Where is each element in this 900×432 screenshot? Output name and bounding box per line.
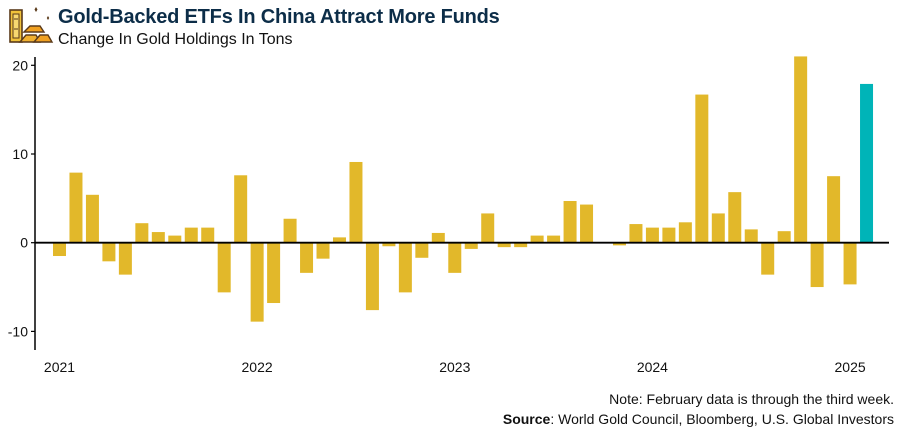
bar-jan-2021 <box>53 242 66 257</box>
bar-feb-2023 <box>464 242 478 249</box>
x-tick-label: 2023 <box>439 359 470 375</box>
bar-mar-2022 <box>283 218 297 243</box>
bar-dec-2024 <box>827 176 841 243</box>
chart-subtitle: Change In Gold Holdings In Tons <box>58 31 293 48</box>
bar-nov-2023 <box>612 242 626 246</box>
bar-may-2023 <box>514 242 528 248</box>
bar-apr-2023 <box>497 242 511 248</box>
bar-sep-2024 <box>777 231 791 243</box>
bar-mar-2024 <box>678 222 692 243</box>
bar-jan-2025 <box>843 242 857 285</box>
bar-dec-2021 <box>234 175 248 243</box>
source-text: : World Gold Council, Bloomberg, U.S. Gl… <box>550 411 894 427</box>
chart-note: Note: February data is through the third… <box>609 391 894 407</box>
chart-source: Source: World Gold Council, Bloomberg, U… <box>503 411 894 427</box>
x-tick-label: 2024 <box>637 359 668 375</box>
bar-feb-2022 <box>267 242 281 304</box>
bar-apr-2022 <box>300 242 314 273</box>
bar-sep-2022 <box>382 242 396 247</box>
bar-sep-2023 <box>580 204 594 243</box>
bar-jun-2023 <box>530 235 544 243</box>
bar-may-2022 <box>316 242 330 259</box>
source-label: Source <box>502 411 551 427</box>
bar-oct-2021 <box>201 227 215 243</box>
y-tick-label: 10 <box>12 146 28 162</box>
bar-apr-2021 <box>102 242 116 262</box>
x-tick-label: 2022 <box>242 359 273 375</box>
bar-jun-2024 <box>728 192 742 243</box>
bar-aug-2021 <box>168 235 182 243</box>
bar-jun-2021 <box>135 223 149 243</box>
bar-may-2021 <box>118 242 132 275</box>
bar-feb-2021 <box>69 172 83 243</box>
chart-title: Gold-Backed ETFs In China Attract More F… <box>58 6 500 28</box>
y-ticks-group: 20 10 0 -10 <box>8 57 35 339</box>
bar-nov-2022 <box>415 242 429 258</box>
bar-may-2024 <box>711 213 725 243</box>
bar-nov-2024 <box>810 242 824 288</box>
bar-mar-2021 <box>85 194 99 243</box>
x-tick-label: 2025 <box>835 359 866 375</box>
bar-jan-2023 <box>448 242 462 273</box>
bar-jan-2022 <box>250 242 264 322</box>
bar-feb-2024 <box>662 227 676 243</box>
bar-dec-2022 <box>431 232 445 243</box>
gold-bars-icon <box>9 7 54 43</box>
bar-jul-2024 <box>744 229 758 243</box>
bar-jun-2022 <box>332 237 346 243</box>
bar-nov-2021 <box>217 242 231 293</box>
bar-apr-2024 <box>695 94 709 243</box>
bar-jul-2021 <box>151 232 165 243</box>
bar-aug-2023 <box>563 201 577 243</box>
x-tick-label: 2021 <box>44 359 75 375</box>
bar-aug-2022 <box>365 242 379 311</box>
bar-aug-2024 <box>761 242 775 275</box>
bar-sep-2021 <box>184 227 198 243</box>
bar-jul-2022 <box>349 161 363 243</box>
bars-group <box>53 56 874 322</box>
y-tick-label: -10 <box>8 323 28 339</box>
bar-feb-2025 <box>860 83 874 243</box>
y-tick-label: 20 <box>12 57 28 73</box>
bar-oct-2022 <box>398 242 412 293</box>
x-ticks-group: 2021 2022 2023 2024 2025 <box>44 359 866 375</box>
y-tick-label: 0 <box>20 235 28 251</box>
bar-dec-2023 <box>629 224 643 243</box>
bar-oct-2024 <box>794 56 808 243</box>
bar-mar-2023 <box>481 213 495 243</box>
bar-jan-2024 <box>645 227 659 243</box>
bar-jul-2023 <box>547 235 561 243</box>
